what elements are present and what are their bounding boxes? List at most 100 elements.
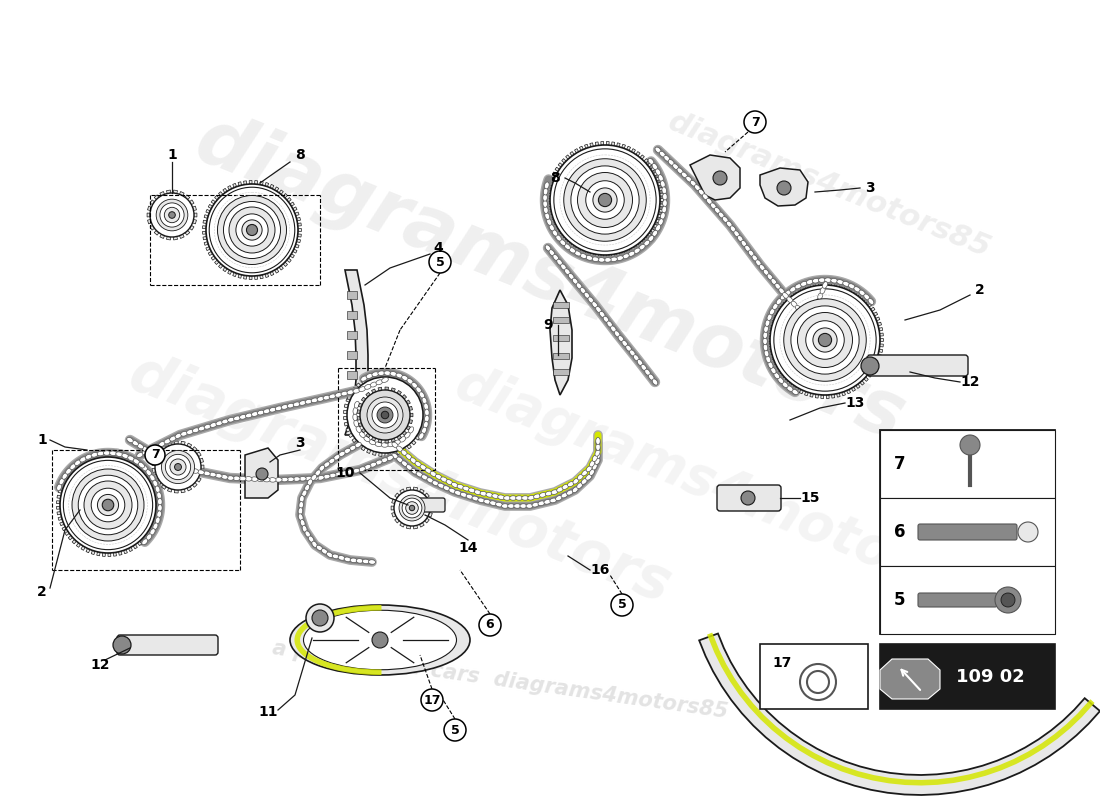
- Bar: [553, 353, 569, 359]
- Ellipse shape: [584, 292, 590, 298]
- Ellipse shape: [543, 499, 551, 504]
- Polygon shape: [606, 142, 609, 145]
- Text: a passion for cars  diagrams4motors85: a passion for cars diagrams4motors85: [271, 638, 729, 722]
- Ellipse shape: [572, 278, 578, 284]
- Polygon shape: [147, 219, 152, 224]
- Polygon shape: [767, 338, 770, 342]
- Polygon shape: [612, 254, 615, 258]
- Ellipse shape: [382, 378, 388, 382]
- Ellipse shape: [745, 246, 750, 251]
- Text: 12: 12: [960, 375, 980, 389]
- Circle shape: [160, 203, 184, 227]
- Ellipse shape: [549, 224, 554, 231]
- Ellipse shape: [323, 474, 330, 479]
- Polygon shape: [876, 317, 880, 321]
- Polygon shape: [154, 492, 158, 496]
- Ellipse shape: [451, 482, 458, 487]
- Circle shape: [206, 184, 298, 276]
- Ellipse shape: [153, 444, 159, 450]
- Ellipse shape: [557, 259, 562, 266]
- Polygon shape: [174, 441, 178, 444]
- Polygon shape: [243, 275, 246, 279]
- Ellipse shape: [142, 539, 147, 545]
- Polygon shape: [233, 183, 236, 188]
- Ellipse shape: [551, 490, 558, 494]
- Ellipse shape: [759, 265, 764, 270]
- Ellipse shape: [590, 469, 594, 475]
- Bar: [880, 430, 1055, 634]
- Text: 9: 9: [543, 318, 553, 332]
- Polygon shape: [142, 468, 146, 473]
- Ellipse shape: [142, 446, 148, 452]
- Ellipse shape: [424, 403, 428, 410]
- Ellipse shape: [648, 235, 653, 242]
- Polygon shape: [343, 417, 348, 420]
- Text: 17: 17: [772, 656, 791, 670]
- Polygon shape: [206, 210, 210, 214]
- Circle shape: [175, 463, 182, 470]
- Ellipse shape: [216, 474, 222, 478]
- Polygon shape: [648, 162, 652, 167]
- Polygon shape: [65, 531, 69, 535]
- Ellipse shape: [425, 468, 431, 474]
- Circle shape: [60, 457, 156, 553]
- Ellipse shape: [406, 465, 412, 470]
- Ellipse shape: [600, 311, 605, 318]
- Polygon shape: [260, 182, 263, 185]
- Ellipse shape: [595, 450, 601, 456]
- Ellipse shape: [408, 426, 414, 434]
- Ellipse shape: [136, 461, 143, 466]
- Polygon shape: [349, 433, 353, 438]
- Polygon shape: [254, 181, 257, 184]
- Ellipse shape: [257, 410, 264, 415]
- Ellipse shape: [662, 187, 667, 194]
- Polygon shape: [295, 244, 299, 248]
- Ellipse shape: [150, 529, 155, 535]
- Polygon shape: [147, 213, 150, 217]
- Text: 2: 2: [975, 283, 984, 297]
- Ellipse shape: [649, 374, 654, 380]
- Ellipse shape: [658, 218, 663, 226]
- Ellipse shape: [302, 526, 307, 532]
- Ellipse shape: [654, 147, 661, 153]
- Circle shape: [399, 495, 425, 521]
- Ellipse shape: [319, 465, 324, 471]
- Bar: [346, 351, 358, 359]
- Polygon shape: [358, 410, 361, 414]
- Polygon shape: [378, 439, 382, 442]
- Polygon shape: [403, 394, 407, 399]
- Polygon shape: [129, 547, 132, 551]
- Ellipse shape: [341, 471, 348, 475]
- Polygon shape: [776, 307, 780, 311]
- Polygon shape: [428, 513, 432, 517]
- Circle shape: [421, 689, 443, 711]
- Polygon shape: [174, 237, 177, 240]
- Ellipse shape: [543, 206, 548, 214]
- Polygon shape: [345, 270, 368, 435]
- Polygon shape: [660, 193, 663, 196]
- Polygon shape: [790, 384, 794, 389]
- Ellipse shape: [532, 502, 539, 507]
- Ellipse shape: [336, 472, 342, 477]
- Ellipse shape: [454, 490, 461, 495]
- Circle shape: [145, 445, 165, 465]
- Ellipse shape: [372, 372, 378, 377]
- Ellipse shape: [795, 306, 801, 311]
- Polygon shape: [800, 286, 803, 290]
- Ellipse shape: [660, 213, 666, 219]
- Polygon shape: [769, 354, 772, 358]
- Bar: [346, 331, 358, 339]
- Polygon shape: [772, 312, 777, 316]
- Polygon shape: [297, 234, 301, 237]
- Ellipse shape: [734, 230, 739, 237]
- Ellipse shape: [228, 418, 234, 422]
- Polygon shape: [287, 198, 292, 202]
- Polygon shape: [550, 290, 572, 395]
- Bar: [346, 411, 358, 419]
- Ellipse shape: [191, 469, 198, 474]
- Polygon shape: [815, 394, 818, 398]
- Ellipse shape: [233, 476, 240, 481]
- Polygon shape: [254, 276, 257, 279]
- Polygon shape: [153, 519, 157, 523]
- Ellipse shape: [402, 461, 408, 466]
